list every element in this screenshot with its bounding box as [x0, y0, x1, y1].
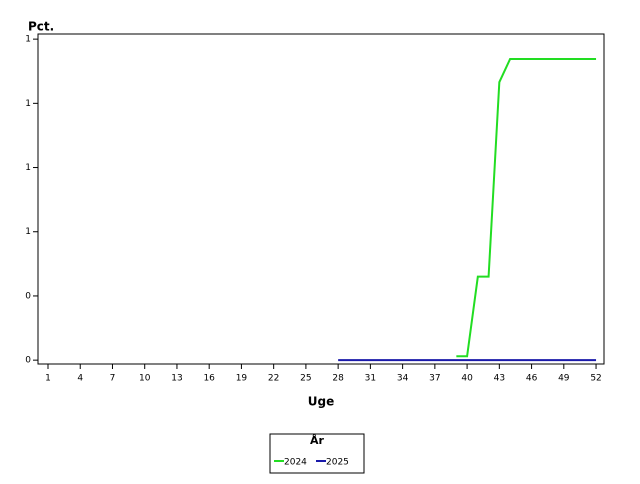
y-axis-label: Pct. [28, 20, 54, 34]
legend-title: År [310, 434, 325, 447]
y-tick-label: 1 [25, 99, 31, 109]
x-tick-label: 28 [332, 374, 344, 384]
y-tick-label: 1 [25, 227, 31, 237]
x-tick-label: 1 [45, 374, 51, 384]
x-tick-label: 13 [171, 374, 182, 384]
series-line [456, 58, 597, 358]
y-tick-label: 1 [25, 163, 31, 173]
legend-label: 2025 [326, 458, 349, 468]
x-tick-label: 22 [268, 374, 279, 384]
x-tick-label: 7 [110, 374, 116, 384]
y-tick-label: 0 [25, 356, 31, 366]
x-tick-label: 19 [236, 374, 248, 384]
x-tick-label: 34 [397, 374, 409, 384]
x-tick-label: 46 [526, 374, 538, 384]
legend-box [269, 433, 365, 474]
x-tick-label: 37 [429, 374, 440, 384]
legend-label: 2024 [284, 458, 307, 468]
x-tick-label: 49 [558, 374, 570, 384]
y-tick-label: 0 [25, 291, 31, 301]
x-tick-label: 10 [139, 374, 151, 384]
x-tick-label: 31 [365, 374, 376, 384]
x-tick-label: 16 [203, 374, 215, 384]
x-tick-label: 52 [590, 374, 601, 384]
x-tick-label: 40 [461, 374, 473, 384]
x-tick-label: 25 [300, 374, 311, 384]
x-tick-label: 43 [494, 374, 505, 384]
x-tick-label: 4 [77, 374, 83, 384]
x-axis-label: Uge [308, 395, 334, 409]
y-tick-label: 1 [25, 35, 31, 45]
plot-frame [37, 33, 605, 365]
